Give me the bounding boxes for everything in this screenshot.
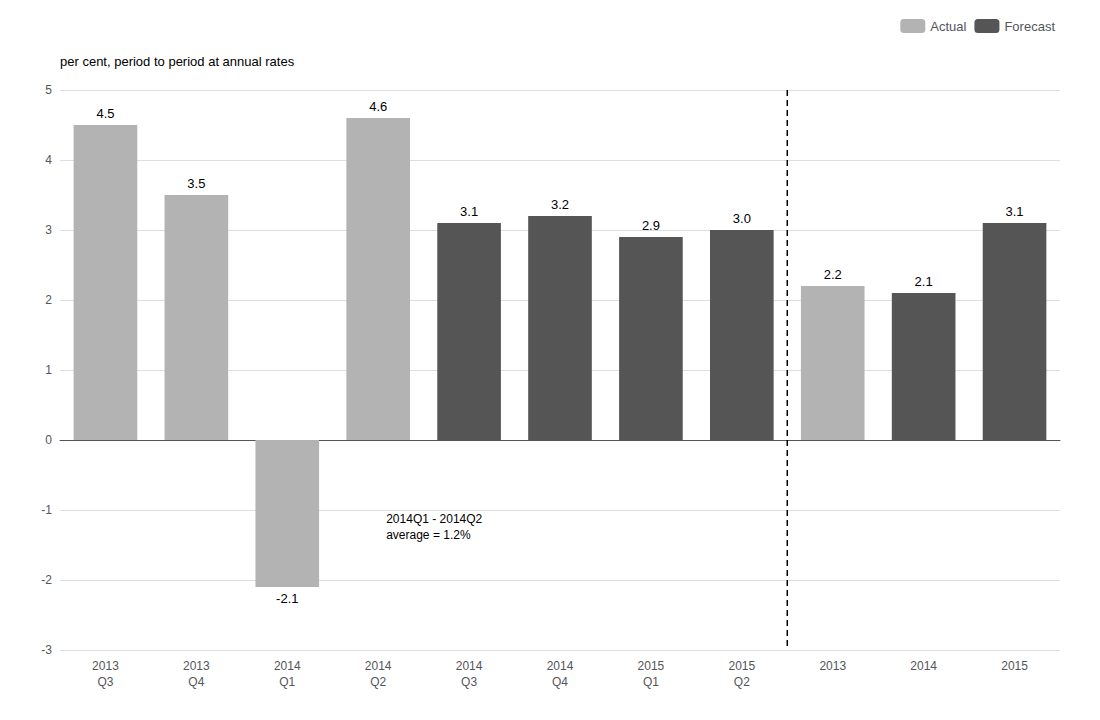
svg-text:4: 4 [45, 153, 52, 167]
svg-text:2.1: 2.1 [915, 274, 933, 289]
svg-text:average = 1.2%: average = 1.2% [386, 528, 471, 542]
svg-text:2014: 2014 [547, 659, 574, 673]
svg-text:2015: 2015 [728, 659, 755, 673]
svg-text:-2: -2 [41, 573, 52, 587]
svg-text:4.6: 4.6 [369, 99, 387, 114]
svg-text:3.2: 3.2 [551, 197, 569, 212]
svg-text:2013: 2013 [819, 659, 846, 673]
svg-text:2.2: 2.2 [824, 267, 842, 282]
svg-text:2013: 2013 [92, 659, 119, 673]
svg-text:-3: -3 [41, 643, 52, 657]
svg-text:3.5: 3.5 [187, 176, 205, 191]
svg-text:2014: 2014 [365, 659, 392, 673]
svg-text:3.0: 3.0 [733, 211, 751, 226]
svg-text:3: 3 [45, 223, 52, 237]
svg-text:Q4: Q4 [552, 675, 568, 689]
svg-text:2014: 2014 [274, 659, 301, 673]
svg-text:Q4: Q4 [188, 675, 204, 689]
svg-text:2014Q1 - 2014Q2: 2014Q1 - 2014Q2 [386, 512, 482, 526]
svg-text:2015: 2015 [638, 659, 665, 673]
svg-text:Q1: Q1 [279, 675, 295, 689]
svg-text:-1: -1 [41, 503, 52, 517]
svg-text:Q3: Q3 [461, 675, 477, 689]
svg-text:3.1: 3.1 [460, 204, 478, 219]
svg-text:2: 2 [45, 293, 52, 307]
svg-text:1: 1 [45, 363, 52, 377]
svg-text:2014: 2014 [456, 659, 483, 673]
svg-text:Forecast: Forecast [1004, 19, 1055, 34]
svg-text:Q2: Q2 [734, 675, 750, 689]
svg-text:2013: 2013 [183, 659, 210, 673]
svg-text:5: 5 [45, 83, 52, 97]
svg-text:Q2: Q2 [370, 675, 386, 689]
svg-text:4.5: 4.5 [96, 106, 114, 121]
svg-text:Q3: Q3 [97, 675, 113, 689]
svg-text:2014: 2014 [910, 659, 937, 673]
svg-text:per cent, period to period at: per cent, period to period at annual rat… [60, 54, 295, 69]
svg-text:2.9: 2.9 [642, 218, 660, 233]
svg-text:Q1: Q1 [643, 675, 659, 689]
svg-text:3.1: 3.1 [1006, 204, 1024, 219]
svg-text:0: 0 [45, 433, 52, 447]
svg-text:-2.1: -2.1 [276, 591, 298, 606]
svg-text:Actual: Actual [930, 19, 966, 34]
svg-text:2015: 2015 [1001, 659, 1028, 673]
